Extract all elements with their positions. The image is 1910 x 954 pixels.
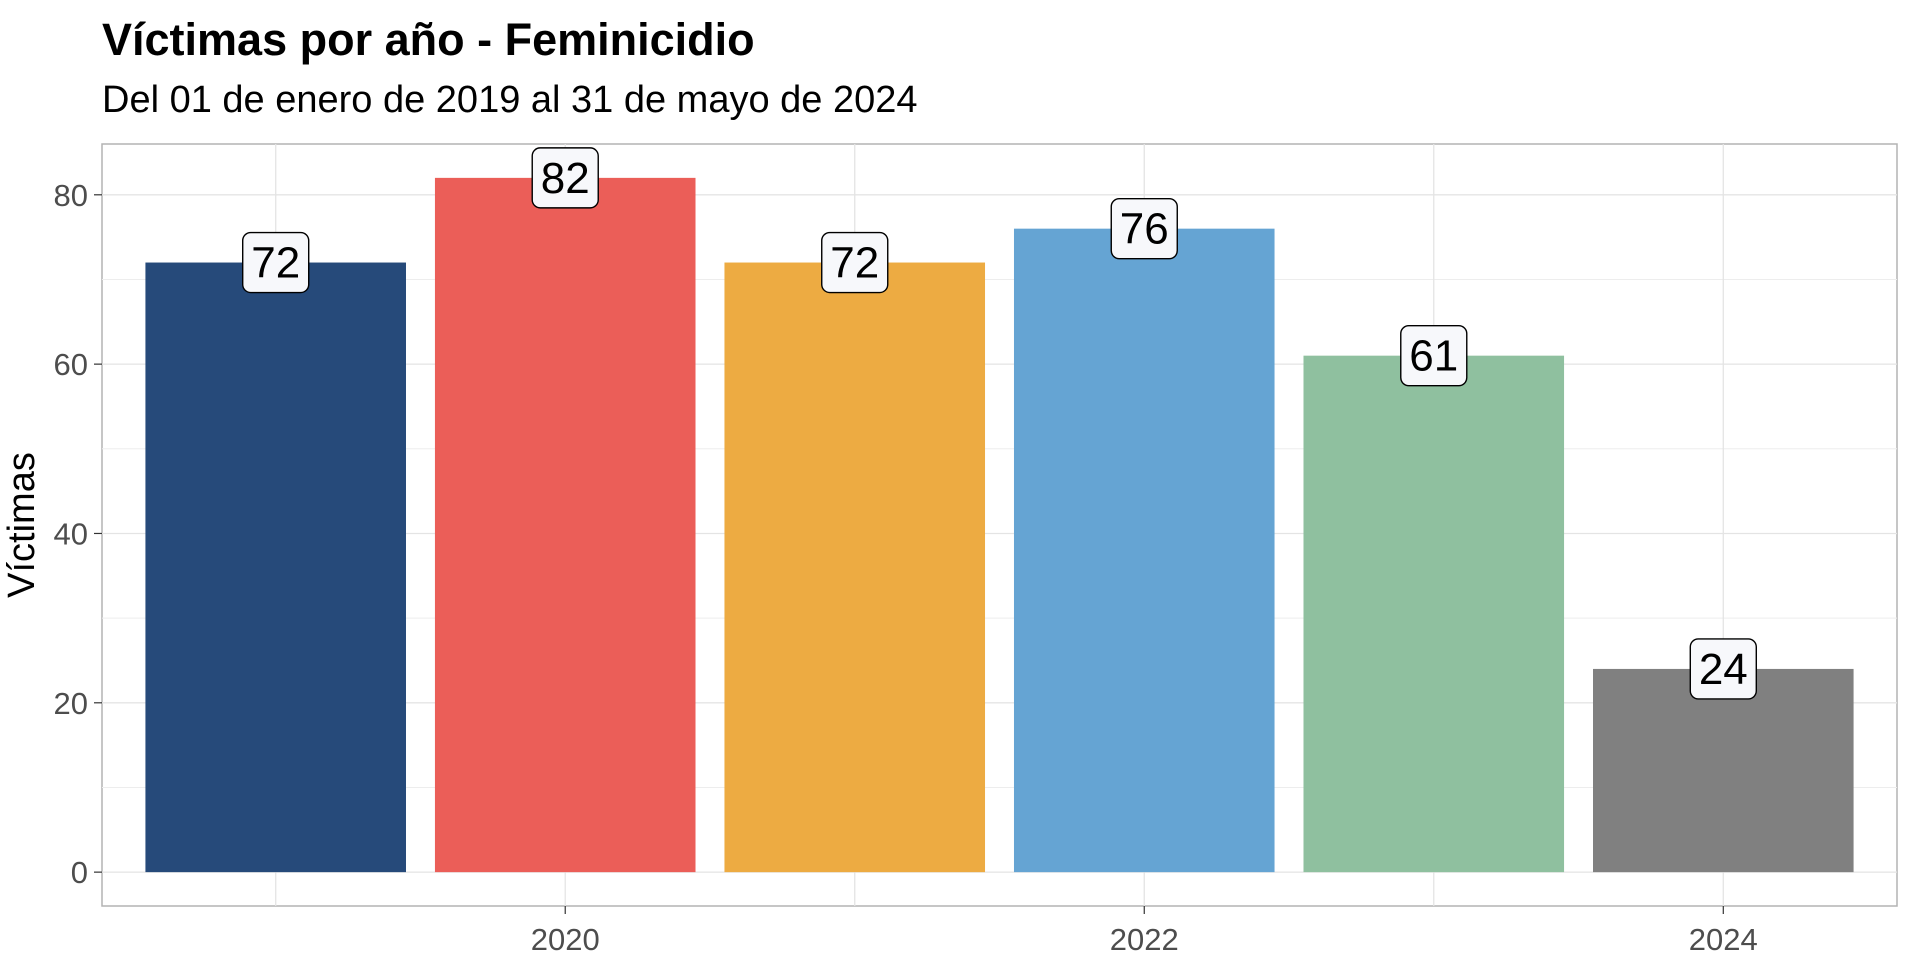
x-tick-label: 2024 xyxy=(1689,922,1758,954)
bar-2021 xyxy=(724,262,986,873)
chart-subtitle: Del 01 de enero de 2019 al 31 de mayo de… xyxy=(102,79,918,121)
data-label: 82 xyxy=(541,154,590,203)
data-label: 72 xyxy=(251,239,300,288)
y-tick-label: 40 xyxy=(54,516,88,551)
y-tick-label: 20 xyxy=(54,686,88,721)
data-label: 61 xyxy=(1409,332,1458,381)
data-label: 76 xyxy=(1120,205,1169,254)
data-labels: 72 82 72 76 61 24 xyxy=(242,147,1757,700)
chart-title: Víctimas por año - Feminicidio xyxy=(102,14,755,65)
data-label: 24 xyxy=(1699,645,1748,694)
data-label-box xyxy=(242,231,310,294)
bar-2020 xyxy=(434,177,696,873)
x-tick-label: 2022 xyxy=(1110,922,1179,954)
data-label-box xyxy=(1689,638,1757,700)
x-axis-ticks: 2020 2022 2024 xyxy=(531,906,1758,954)
y-tick-label: 60 xyxy=(54,347,88,382)
data-label-box xyxy=(1400,324,1468,387)
y-axis-title: Víctimas xyxy=(1,452,43,598)
bar-2022 xyxy=(1013,228,1275,873)
bars xyxy=(145,177,1854,873)
bar-2024 xyxy=(1593,668,1854,873)
y-axis-ticks: 0 20 40 60 80 xyxy=(54,178,102,890)
bar-2023 xyxy=(1303,355,1565,873)
bar-2019 xyxy=(145,262,406,873)
data-label-box xyxy=(531,147,599,209)
data-label-box xyxy=(1110,197,1178,260)
data-label: 72 xyxy=(830,239,879,288)
data-label-box xyxy=(821,231,889,294)
y-tick-label: 80 xyxy=(54,178,88,213)
x-tick-label: 2020 xyxy=(531,922,600,954)
y-tick-label: 0 xyxy=(71,855,88,890)
